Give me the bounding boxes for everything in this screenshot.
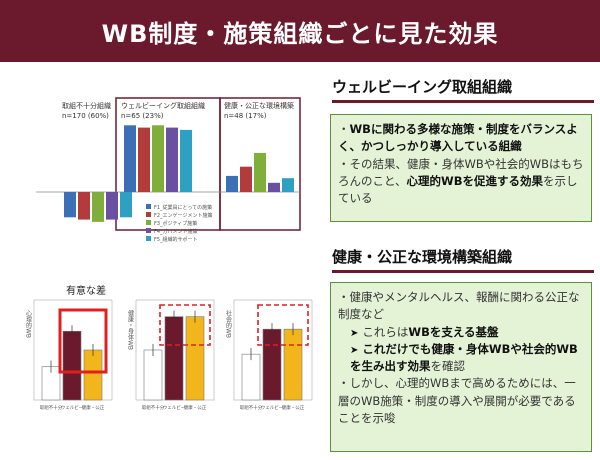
panel2-bar1 xyxy=(143,349,163,401)
bar-F5-group3 xyxy=(282,178,294,192)
legend-swatch xyxy=(146,228,151,233)
bar-F2-group3 xyxy=(240,166,252,192)
panel-xlabel: 健康・公正 xyxy=(82,404,105,411)
bar-F5-group2 xyxy=(180,129,192,192)
section1-line1: ・WBに関わる多様な施策・制度をバランスよく、かつしっかり導入している組織 xyxy=(338,122,578,154)
panel-xlabel: 健康・公正 xyxy=(184,404,207,411)
panel-xlabel: 取組不十分 xyxy=(240,404,263,411)
legend-swatch xyxy=(146,236,151,241)
group2-name: ウェルビーイング取組組織 xyxy=(121,101,205,110)
panel-ylabel: 健康・身体WB xyxy=(127,309,134,350)
bar-F4-group2 xyxy=(166,127,178,192)
section2-p1: ・健康やメンタルヘルス、報酬に関わる公正な制度など xyxy=(338,290,580,322)
group3-frame xyxy=(219,97,301,231)
panel-ylabel: 心理的WB xyxy=(25,310,32,338)
bar-F3-group3 xyxy=(254,152,266,192)
section1-box: ・WBに関わる多様な施策・制度をバランスよく、かつしっかり導入している組織 ・そ… xyxy=(330,114,592,222)
section2-p2: ・しかし、心理的WBまで高めるためには、一層のWB施策・制度の導入や展開が必要で… xyxy=(338,376,576,425)
legend-label: F2_エンゲージメント施策 xyxy=(154,212,212,219)
group3-n: n=48 (17%) xyxy=(224,112,267,120)
section2-box: ・健康やメンタルヘルス、報酬に関わる公正な制度など ➤ これらはWBを支える基盤 … xyxy=(330,282,592,452)
panel-xlabel: ウェルビー xyxy=(61,404,84,411)
panel-xlabel: 健康・公正 xyxy=(282,404,305,411)
panel-ylabel: 社会的WB xyxy=(225,309,232,338)
bar-F1-group1 xyxy=(64,192,76,218)
group1-name: 取組不十分組織 xyxy=(62,101,111,110)
panel2-bar3 xyxy=(185,316,205,401)
legend-swatch xyxy=(146,220,151,225)
panel-xlabel: 取組不十分 xyxy=(40,404,63,411)
bar-F1-group2 xyxy=(124,125,136,192)
top-bar-chart: 取組不十分組織 n=170 (60%) ウェルビーイング取組組織 n=65 (2… xyxy=(30,96,330,268)
legend-label: F3_ポジティブ施策 xyxy=(154,220,197,227)
significance-frame-dashed xyxy=(257,304,309,346)
section1-heading: ウェルビーイング取組組織 xyxy=(332,76,594,103)
bar-F4-group1 xyxy=(106,192,118,220)
panel-xlabel: ウェルビー xyxy=(163,404,186,411)
section1-line2: ・その結果、健康・身体WBや社会的WBはもちろんのこと、心理的WBを促進する効果… xyxy=(338,156,584,206)
panel3-bar1 xyxy=(241,353,261,401)
bottom-bar-charts: 有意な差 心理的WB 取組不十分 ウェルビー 健康・公正 健康・身体WB 取組不十分 ウェル… xyxy=(12,280,318,455)
section2-heading: 健康・公正な環境構築組織 xyxy=(332,246,594,273)
group3-name: 健康・公正な環境構築 xyxy=(224,101,294,110)
panel-xlabel: 取組不十分 xyxy=(142,404,165,411)
panel1-bar2 xyxy=(62,330,82,401)
bar-F1-group3 xyxy=(226,175,238,192)
page-title: WB制度・施策組織ごとに見た効果 xyxy=(0,0,600,62)
legend-label: F4_ガバメント施策 xyxy=(154,228,198,235)
legend-label: F1_従業員にとっての施策 xyxy=(154,204,212,211)
significance-label: 有意な差 xyxy=(66,284,106,297)
significance-frame-dashed xyxy=(159,304,211,346)
panel1-bar3 xyxy=(83,349,103,401)
legend-swatch xyxy=(146,212,151,217)
panel3-bar3 xyxy=(283,328,303,401)
group2-n: n=65 (23%) xyxy=(121,112,164,120)
bar-F4-group3 xyxy=(268,182,280,192)
legend-swatch xyxy=(146,204,151,209)
panel-xlabel: ウェルビー xyxy=(261,404,284,411)
bar-F2-group1 xyxy=(78,192,90,220)
bar-F3-group2 xyxy=(152,125,164,192)
bar-F3-group1 xyxy=(92,192,104,222)
section2-bullet1: ➤ これらはWBを支える基盤 xyxy=(350,324,499,339)
legend-label: F5_組織的サポート xyxy=(154,236,198,243)
panel2-bar2 xyxy=(164,316,184,401)
group1-n: n=170 (60%) xyxy=(62,112,109,120)
panel3-bar2 xyxy=(262,328,282,401)
bar-F5-group1 xyxy=(120,192,132,218)
section2-bullet2: ➤ これだけでも健康・身体WBや社会的WBを生み出す効果を確認 xyxy=(350,341,578,373)
bar-F2-group2 xyxy=(138,127,150,192)
significance-frame xyxy=(58,308,108,374)
